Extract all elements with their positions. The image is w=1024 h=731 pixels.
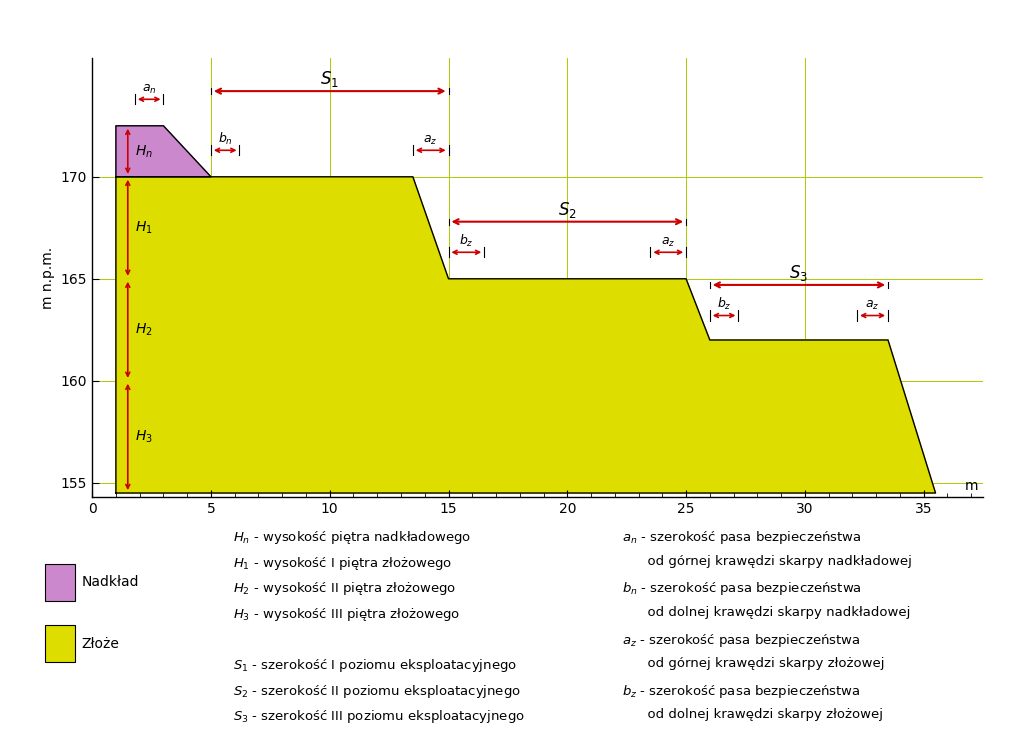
Text: $a_z$: $a_z$ <box>865 300 880 312</box>
Text: $H_2$ - wysokość II piętra złożowego: $H_2$ - wysokość II piętra złożowego <box>233 580 457 597</box>
Text: $b_n$ - szerokość pasa bezpieczeństwa: $b_n$ - szerokość pasa bezpieczeństwa <box>623 580 862 597</box>
Text: $b_z$: $b_z$ <box>717 296 731 312</box>
Y-axis label: m n.p.m.: m n.p.m. <box>41 247 55 308</box>
Text: m: m <box>965 479 978 493</box>
Text: $S_1$ - szerokość I poziomu eksploatacyjnego: $S_1$ - szerokość I poziomu eksploatacyj… <box>233 657 517 674</box>
Text: od dolnej krawędzi skarpy nadkładowej: od dolnej krawędzi skarpy nadkładowej <box>623 606 910 619</box>
Bar <box>45 564 75 601</box>
Text: od górnej krawędzi skarpy złożowej: od górnej krawędzi skarpy złożowej <box>623 657 885 670</box>
Text: Nadkład: Nadkład <box>82 575 139 589</box>
Text: $S_1$: $S_1$ <box>321 69 339 89</box>
Text: $a_z$: $a_z$ <box>662 236 676 249</box>
Text: $S_2$ - szerokość II poziomu eksploatacyjnego: $S_2$ - szerokość II poziomu eksploatacy… <box>233 683 521 700</box>
Text: $b_n$: $b_n$ <box>218 131 232 147</box>
Text: $H_3$ - wysokość III piętra złożowego: $H_3$ - wysokość III piętra złożowego <box>233 606 460 623</box>
Text: $H_2$: $H_2$ <box>135 322 153 338</box>
Text: $a_n$ - szerokość pasa bezpieczeństwa: $a_n$ - szerokość pasa bezpieczeństwa <box>623 529 861 546</box>
Text: $H_1$ - wysokość I piętra złożowego: $H_1$ - wysokość I piętra złożowego <box>233 555 453 572</box>
Text: $H_3$: $H_3$ <box>135 428 153 445</box>
Text: $H_n$: $H_n$ <box>135 143 153 159</box>
Polygon shape <box>116 126 211 177</box>
Bar <box>45 626 75 662</box>
Text: $H_1$: $H_1$ <box>135 219 153 236</box>
Text: $a_n$: $a_n$ <box>142 83 157 96</box>
Text: $a_z$ - szerokość pasa bezpieczeństwa: $a_z$ - szerokość pasa bezpieczeństwa <box>623 632 860 648</box>
Text: $a_z$: $a_z$ <box>424 134 438 147</box>
Text: $S_3$: $S_3$ <box>790 263 808 283</box>
Text: $b_z$: $b_z$ <box>459 233 474 249</box>
Text: Złoże: Złoże <box>82 637 120 651</box>
Text: $b_z$ - szerokość pasa bezpieczeństwa: $b_z$ - szerokość pasa bezpieczeństwa <box>623 683 861 700</box>
Polygon shape <box>116 177 936 493</box>
Text: $S_3$ - szerokość III poziomu eksploatacyjnego: $S_3$ - szerokość III poziomu eksploatac… <box>233 708 525 725</box>
Text: od górnej krawędzi skarpy nadkładowej: od górnej krawędzi skarpy nadkładowej <box>623 555 912 568</box>
Text: od dolnej krawędzi skarpy złożowej: od dolnej krawędzi skarpy złożowej <box>623 708 883 721</box>
Text: $S_2$: $S_2$ <box>558 200 577 219</box>
Text: $H_n$ - wysokość piętra nadkładowego: $H_n$ - wysokość piętra nadkładowego <box>233 529 471 546</box>
